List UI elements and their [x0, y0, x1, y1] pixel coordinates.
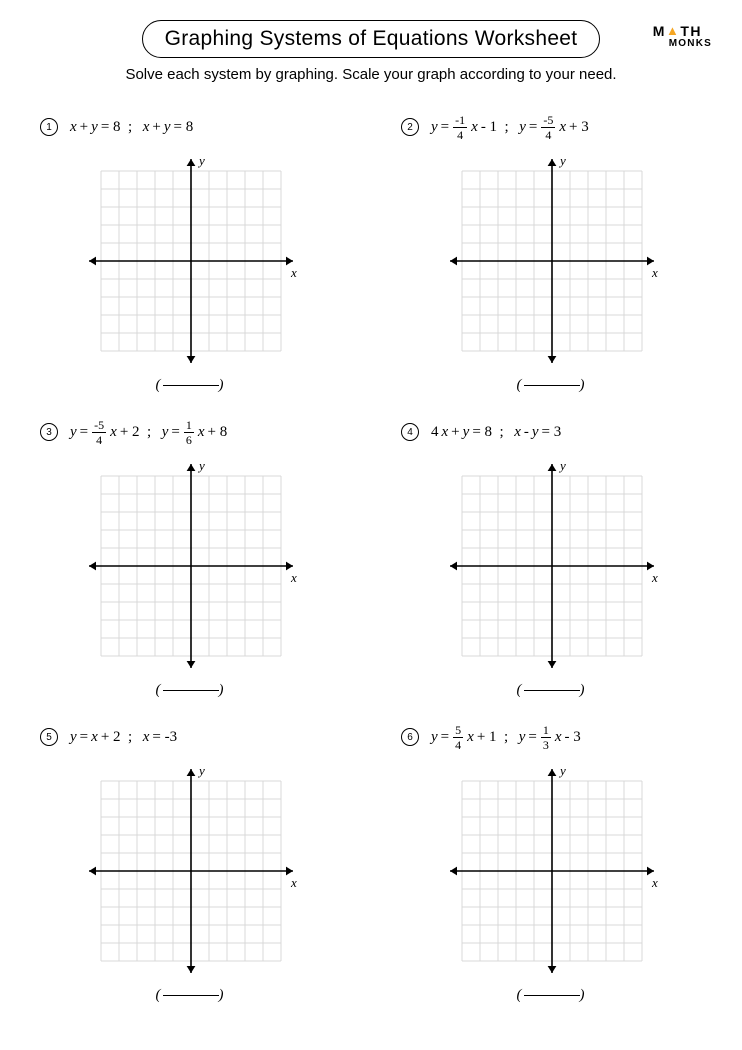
page-title: Graphing Systems of Equations Worksheet — [142, 20, 601, 58]
svg-text:y: y — [558, 763, 566, 778]
equation-text: y = -14x - 1 ; y = -54x + 3 — [431, 114, 589, 141]
answer-blank: () — [40, 987, 341, 1004]
svg-text:x: x — [651, 265, 658, 280]
problem-number: 3 — [40, 423, 58, 441]
svg-text:y: y — [197, 153, 205, 168]
problem-1: 1 x+y= 8 ; x+y = 8 y x () — [40, 111, 341, 394]
problem-3: 3 y = -54x + 2 ; y = 16x + 8 y x () — [40, 416, 341, 699]
problems-grid: 1 x+y= 8 ; x+y = 8 y x () 2 y = -14x - 1… — [40, 111, 702, 1004]
svg-text:y: y — [197, 458, 205, 473]
svg-text:x: x — [290, 265, 297, 280]
answer-blank: () — [401, 987, 702, 1004]
svg-text:x: x — [290, 875, 297, 890]
problem-number: 6 — [401, 728, 419, 746]
problem-number: 1 — [40, 118, 58, 136]
coordinate-grid: y x — [442, 456, 662, 676]
svg-text:x: x — [651, 570, 658, 585]
problem-6: 6 y = 54x + 1 ; y = 13x - 3 y x () — [401, 721, 702, 1004]
svg-text:y: y — [558, 458, 566, 473]
problem-4: 4 4x + y = 8 ; x - y = 3 y x () — [401, 416, 702, 699]
triangle-icon: ▲ — [666, 24, 680, 38]
coordinate-grid: y x — [442, 761, 662, 981]
answer-blank: () — [40, 682, 341, 699]
problem-2: 2 y = -14x - 1 ; y = -54x + 3 y x () — [401, 111, 702, 394]
answer-blank: () — [40, 377, 341, 394]
coordinate-grid: y x — [81, 151, 301, 371]
equation-text: x+y= 8 ; x+y = 8 — [70, 119, 193, 136]
answer-blank: () — [401, 377, 702, 394]
problem-5: 5 y = x + 2 ; x = -3 y x () — [40, 721, 341, 1004]
coordinate-grid: y x — [81, 456, 301, 676]
answer-blank: () — [401, 682, 702, 699]
coordinate-grid: y x — [442, 151, 662, 371]
equation-text: y = -54x + 2 ; y = 16x + 8 — [70, 419, 227, 446]
instructions-text: Solve each system by graphing. Scale you… — [40, 66, 702, 83]
brand-logo: M▲TH MONKS — [653, 24, 712, 49]
problem-number: 2 — [401, 118, 419, 136]
svg-text:y: y — [558, 153, 566, 168]
svg-text:x: x — [651, 875, 658, 890]
equation-text: y = 54x + 1 ; y = 13x - 3 — [431, 724, 581, 751]
equation-text: y = x + 2 ; x = -3 — [70, 729, 177, 746]
problem-number: 5 — [40, 728, 58, 746]
problem-number: 4 — [401, 423, 419, 441]
svg-text:x: x — [290, 570, 297, 585]
svg-text:y: y — [197, 763, 205, 778]
equation-text: 4x + y = 8 ; x - y = 3 — [431, 424, 561, 441]
coordinate-grid: y x — [81, 761, 301, 981]
